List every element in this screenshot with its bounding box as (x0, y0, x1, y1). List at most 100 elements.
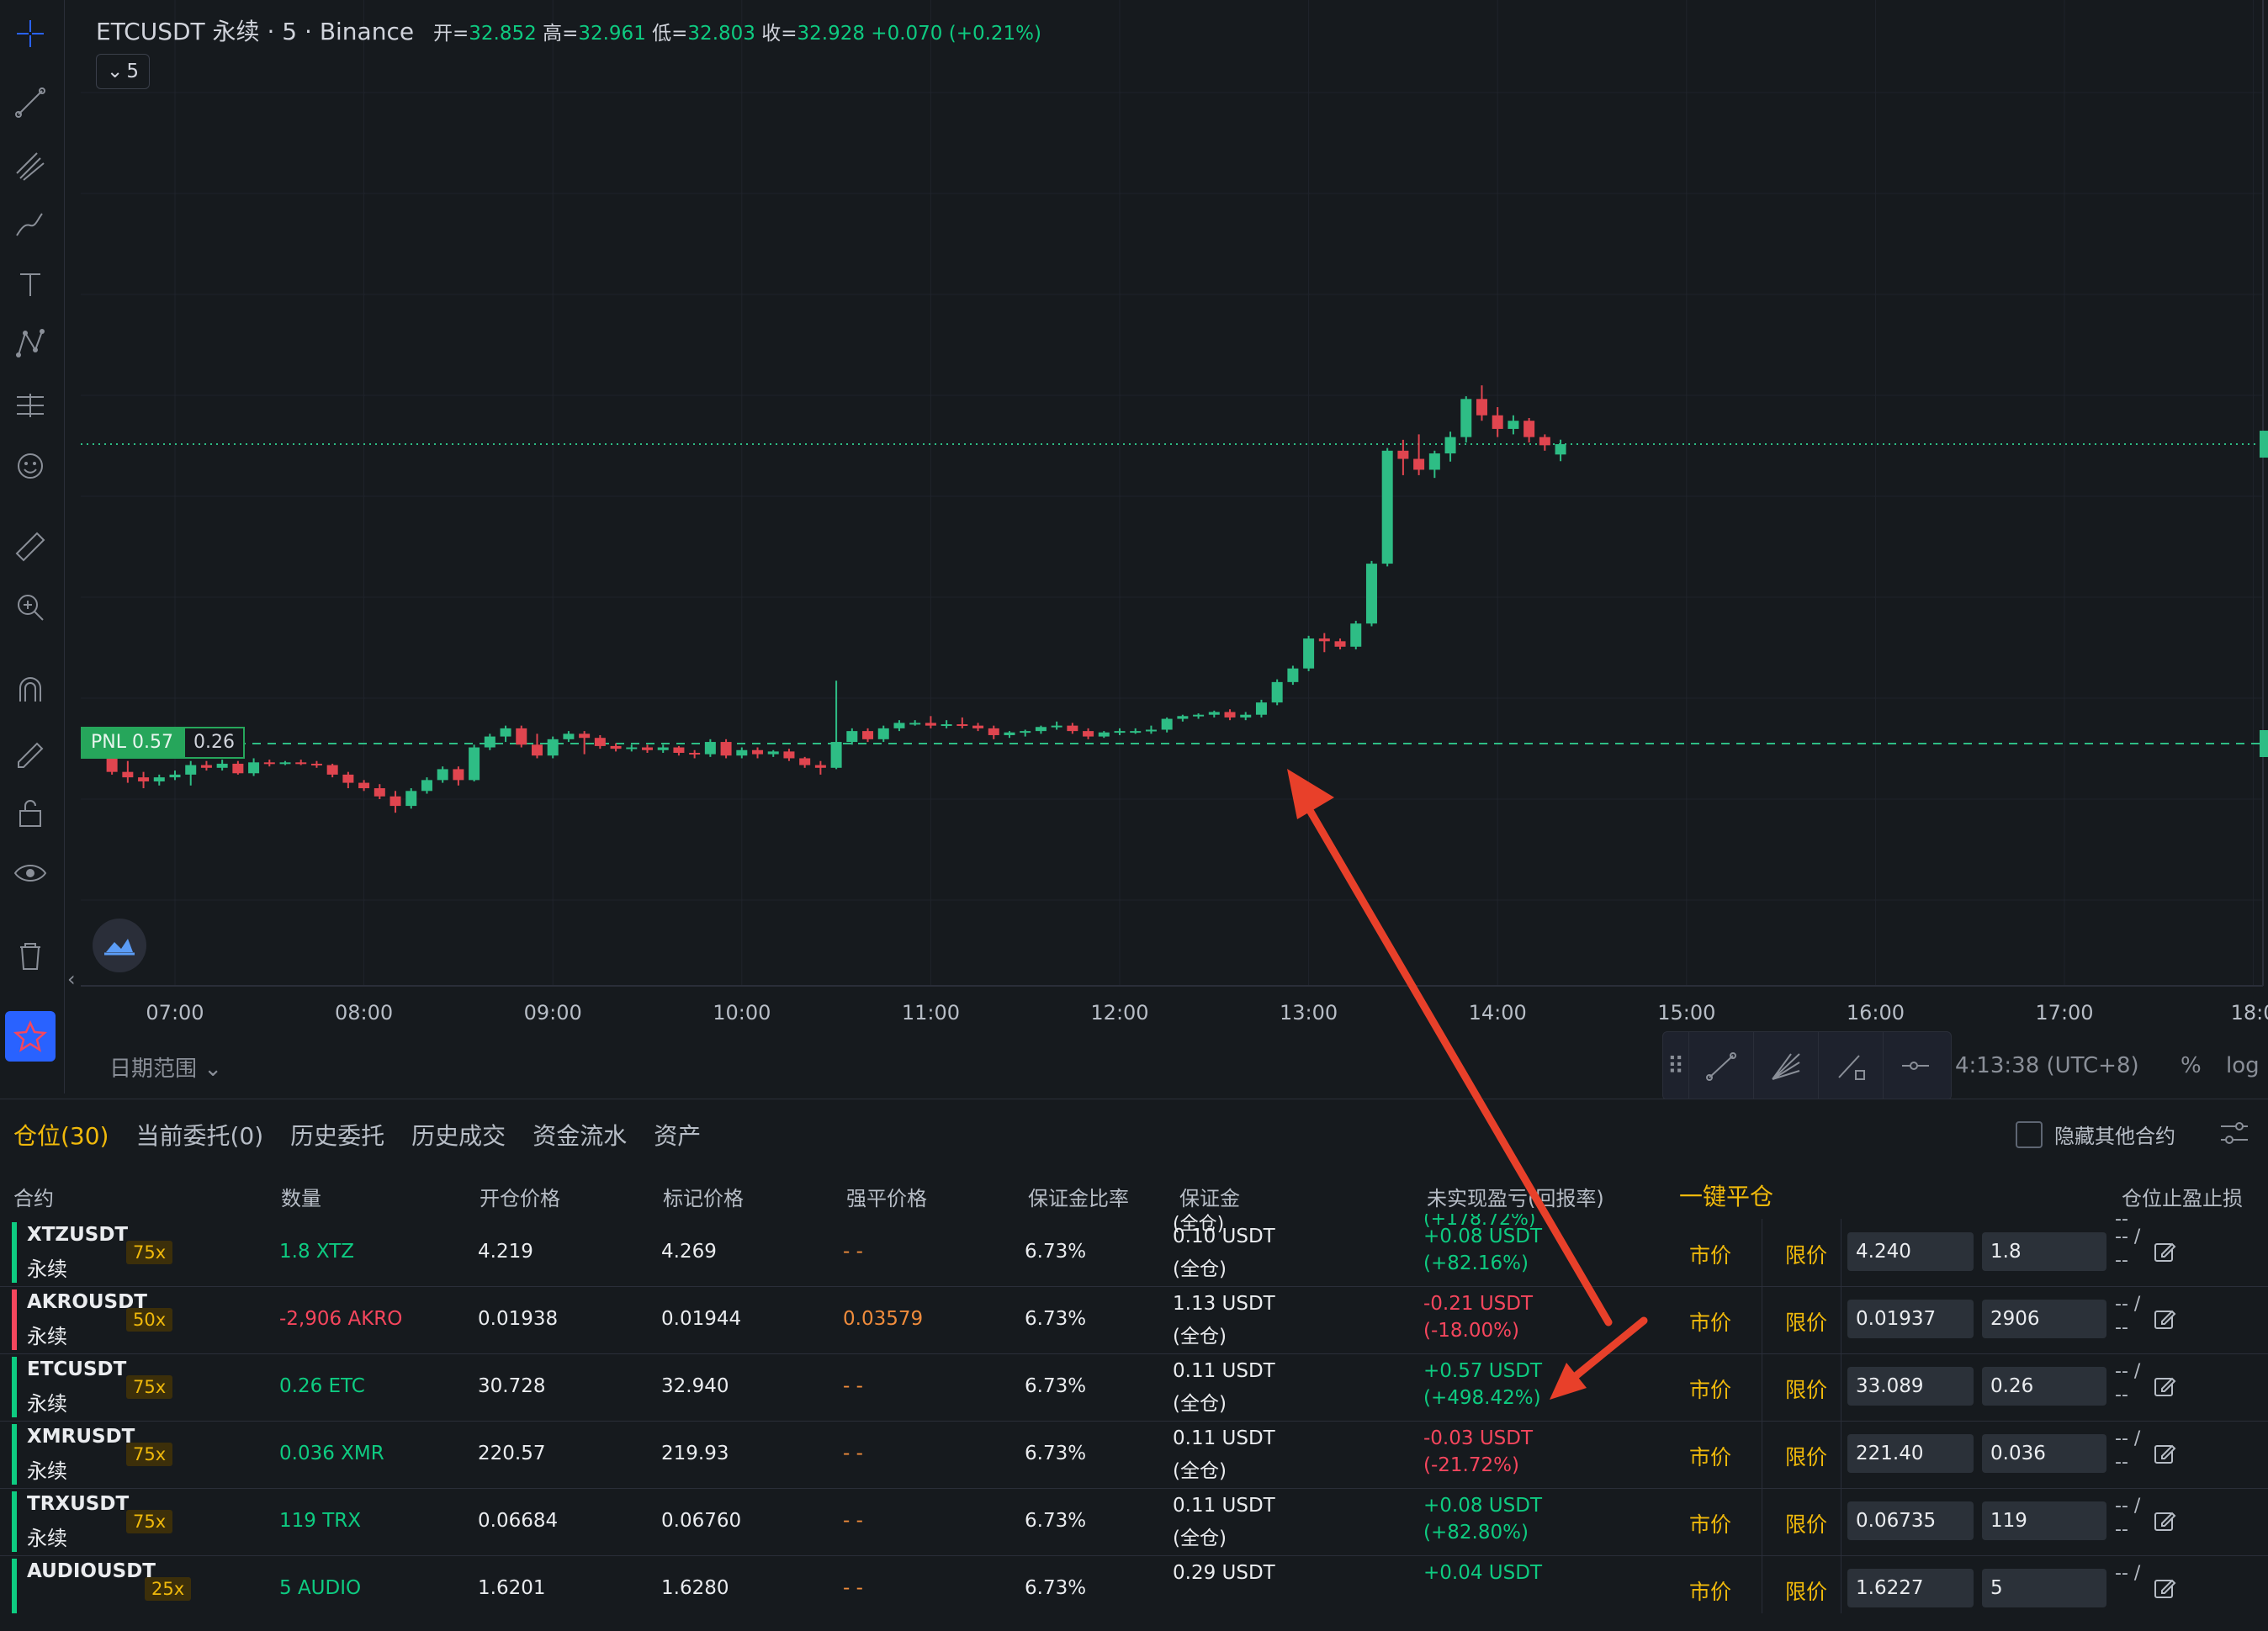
candle-body (956, 724, 968, 727)
edit-icon[interactable] (2152, 1508, 2177, 1533)
tradingview-logo-icon[interactable] (93, 919, 146, 972)
magnet-icon[interactable] (8, 668, 52, 712)
limit-qty-input[interactable]: 0.036 (1982, 1434, 2106, 1473)
limit-price-input[interactable]: 4.240 (1847, 1232, 1974, 1271)
limit-close-button[interactable]: 限价 (1785, 1243, 1828, 1268)
candlestick-chart[interactable]: 07:00 08:00 09:00 10:00 11:00 12:00 13:00 14:00… (0, 0, 2268, 1094)
text-tool-icon[interactable] (8, 262, 52, 306)
tab-assets[interactable]: 资产 (654, 1122, 702, 1150)
candle-body (216, 763, 228, 768)
table-row[interactable]: AKROUSDT 永续 50x -2,906 AKRO 0.01938 0.01944 0.… (0, 1286, 2268, 1354)
chevron-left-icon[interactable]: ‹ (67, 967, 76, 991)
brush-icon[interactable] (8, 202, 52, 246)
forecast-tool-icon[interactable] (8, 384, 52, 427)
zoom-in-icon[interactable] (8, 585, 52, 629)
edit-icon[interactable] (2152, 1239, 2177, 1264)
market-close-button[interactable]: 市价 (1689, 1512, 1732, 1537)
limit-close-button[interactable]: 限价 (1785, 1311, 1828, 1335)
limit-close-button[interactable]: 限价 (1785, 1378, 1828, 1402)
path-tool-icon[interactable] (1818, 1032, 1883, 1099)
chart-area[interactable]: 07:00 08:00 09:00 10:00 11:00 12:00 13:00 14:00… (0, 0, 2268, 1100)
limit-close-button[interactable]: 限价 (1785, 1445, 1828, 1469)
leverage-badge[interactable]: 75x (126, 1510, 173, 1533)
position-qty: 119 TRX (279, 1510, 361, 1532)
tab-open-orders[interactable]: 当前委托(0) (135, 1122, 264, 1150)
limit-price-input[interactable]: 33.089 (1847, 1367, 1974, 1406)
star-icon[interactable] (5, 1011, 56, 1062)
ruler-icon[interactable] (8, 525, 52, 569)
tab-trade-history[interactable]: 历史成交 (411, 1122, 506, 1150)
position-pnl-label[interactable]: PNL 0.57 0.26 (81, 727, 245, 759)
close-all-button[interactable]: 一键平仓 (1679, 1183, 1774, 1210)
symbol-title[interactable]: ETCUSDT 永续 (96, 18, 260, 45)
edit-icon[interactable] (2152, 1306, 2177, 1332)
gann-fan-icon[interactable] (1753, 1032, 1818, 1099)
interval-selector[interactable]: ⌄ 5 (96, 54, 150, 89)
position-qty: 0.26 ETC (279, 1375, 365, 1397)
lock-drawing-icon[interactable] (8, 728, 52, 772)
market-close-button[interactable]: 市价 (1689, 1378, 1732, 1402)
limit-qty-input[interactable]: 5 (1982, 1569, 2106, 1607)
drag-handle-icon[interactable]: ⠿ (1667, 1051, 1685, 1080)
leverage-badge[interactable]: 75x (126, 1241, 173, 1264)
table-row[interactable]: ETCUSDT 永续 75x 0.26 ETC 30.728 32.940 - - 6.73%… (0, 1353, 2268, 1422)
leverage-badge[interactable]: 75x (126, 1443, 173, 1466)
fib-tool-icon[interactable] (8, 143, 52, 187)
tab-order-history[interactable]: 历史委托 (290, 1122, 385, 1150)
time-axis-label: 15:00 (1657, 1001, 1715, 1025)
table-row[interactable]: XTZUSDT 永续 75x 1.8 XTZ 4.219 4.269 - - 6.73% 0.1… (0, 1219, 2268, 1287)
date-range-selector[interactable]: 日期范围 ⌄ (109, 1056, 223, 1082)
leverage-badge[interactable]: 50x (126, 1308, 173, 1332)
limit-price-input[interactable]: 221.40 (1847, 1434, 1974, 1473)
col-liq-price: 强平价格 (846, 1187, 927, 1210)
emoji-icon[interactable] (8, 444, 52, 488)
horizontal-ray-icon[interactable] (1883, 1032, 1947, 1099)
eye-icon[interactable] (8, 851, 52, 895)
trend-line-icon[interactable] (1688, 1032, 1753, 1099)
pattern-tool-icon[interactable] (8, 321, 52, 365)
candle-body (1539, 437, 1550, 446)
leverage-badge[interactable]: 25x (145, 1577, 192, 1601)
leverage-badge[interactable]: 75x (126, 1375, 173, 1399)
edit-icon[interactable] (2152, 1374, 2177, 1399)
side-indicator (12, 1559, 17, 1619)
hide-other-contracts-toggle[interactable]: 隐藏其他合约 (2016, 1120, 2175, 1149)
limit-qty-input[interactable]: 2906 (1982, 1300, 2106, 1338)
market-close-button[interactable]: 市价 (1689, 1445, 1732, 1469)
liq-price: - - (843, 1375, 863, 1397)
limit-close-button[interactable]: 限价 (1785, 1580, 1828, 1604)
tab-positions[interactable]: 仓位(30) (13, 1122, 109, 1150)
contract-symbol[interactable]: XTZUSDT (27, 1224, 129, 1246)
settings-sliders-icon[interactable] (2218, 1116, 2251, 1150)
log-scale-toggle[interactable]: log (2226, 1053, 2260, 1078)
limit-price-input[interactable]: 0.01937 (1847, 1300, 1974, 1338)
contract-symbol[interactable]: ETCUSDT (27, 1358, 127, 1380)
limit-qty-input[interactable]: 119 (1982, 1501, 2106, 1540)
limit-close-button[interactable]: 限价 (1785, 1512, 1828, 1537)
table-row[interactable]: TRXUSDT 永续 75x 119 TRX 0.06684 0.06760 - - 6.73… (0, 1488, 2268, 1556)
edit-icon[interactable] (2152, 1575, 2177, 1601)
contract-symbol[interactable]: TRXUSDT (27, 1493, 130, 1515)
limit-qty-input[interactable]: 0.26 (1982, 1367, 2106, 1406)
tab-transaction-history[interactable]: 资金流水 (533, 1122, 628, 1150)
table-row[interactable]: XMRUSDT 永续 75x 0.036 XMR 220.57 219.93 - - 6.73… (0, 1421, 2268, 1489)
limit-price-input[interactable]: 0.06735 (1847, 1501, 1974, 1540)
col-margin-ratio: 保证金比率 (1028, 1187, 1129, 1210)
contract-type: 永续 (27, 1258, 67, 1281)
market-close-button[interactable]: 市价 (1689, 1243, 1732, 1268)
trend-line-icon[interactable] (8, 81, 52, 124)
unlock-icon[interactable] (8, 791, 52, 834)
contract-symbol[interactable]: AUDIOUSDT (27, 1560, 156, 1582)
market-close-button[interactable]: 市价 (1689, 1311, 1732, 1335)
limit-qty-input[interactable]: 1.8 (1982, 1232, 2106, 1271)
contract-symbol[interactable]: XMRUSDT (27, 1426, 135, 1448)
market-close-button[interactable]: 市价 (1689, 1580, 1732, 1604)
limit-price-input[interactable]: 1.6227 (1847, 1569, 1974, 1607)
col-mark-price: 标记价格 (663, 1187, 744, 1210)
percent-scale-toggle[interactable]: % (2181, 1053, 2202, 1078)
edit-icon[interactable] (2152, 1441, 2177, 1466)
trash-icon[interactable] (8, 934, 52, 977)
change-value: +0.070 (+0.21%) (871, 23, 1042, 45)
checkbox[interactable] (2016, 1120, 2043, 1148)
crosshair-icon[interactable] (8, 12, 52, 56)
